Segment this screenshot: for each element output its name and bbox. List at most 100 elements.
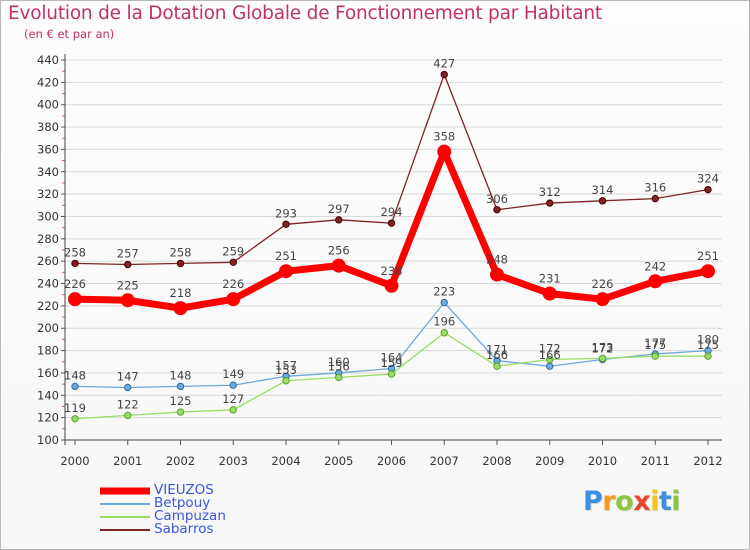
- data-label: 172: [539, 342, 561, 356]
- data-point: [176, 408, 185, 416]
- data-label: 223: [433, 285, 455, 299]
- data-label: 147: [117, 369, 139, 383]
- data-label: 297: [328, 202, 350, 216]
- data-label: 166: [486, 348, 508, 362]
- series-line: [74, 73, 709, 266]
- data-point: [595, 292, 610, 307]
- y-tick-label: 360: [37, 142, 59, 156]
- data-point: [124, 260, 132, 269]
- data-label: 148: [64, 368, 86, 382]
- y-tick-label: 440: [37, 53, 59, 67]
- data-point: [71, 415, 79, 423]
- data-label: 306: [486, 192, 508, 206]
- data-point: [542, 286, 557, 301]
- data-point: [493, 206, 501, 214]
- data-label: 175: [644, 338, 666, 352]
- data-point: [598, 354, 607, 363]
- data-label: 177: [644, 336, 666, 350]
- data-label: 171: [486, 343, 508, 357]
- data-label: 251: [275, 249, 297, 263]
- y-tick-label: 160: [37, 366, 59, 380]
- data-label: 251: [697, 249, 719, 263]
- data-label: 238: [381, 264, 403, 278]
- x-tick-label: 2005: [324, 454, 353, 468]
- data-point: [493, 362, 501, 370]
- data-label: 258: [170, 245, 192, 259]
- data-point: [282, 377, 290, 385]
- data-label: 164: [381, 350, 403, 364]
- data-point: [440, 329, 448, 337]
- data-point: [335, 216, 343, 224]
- data-label: 125: [170, 394, 192, 408]
- y-tick-label: 140: [37, 388, 59, 402]
- data-point: [546, 362, 554, 370]
- data-label: 119: [64, 401, 86, 415]
- data-point: [279, 264, 293, 279]
- y-tick-label: 180: [37, 344, 59, 358]
- data-point: [546, 199, 554, 207]
- data-label: 316: [644, 181, 666, 195]
- data-point: [648, 274, 663, 289]
- data-label: 196: [433, 315, 455, 329]
- series-lines: [68, 70, 715, 423]
- x-tick-label: 2007: [430, 454, 459, 468]
- data-label: 156: [328, 359, 350, 373]
- chart-subtitle: (en € et par an): [24, 27, 115, 41]
- data-label: 172: [592, 342, 614, 356]
- data-point: [704, 185, 712, 194]
- logo-letter: x: [633, 486, 651, 517]
- data-label: 231: [539, 272, 561, 286]
- y-tick-label: 240: [37, 277, 59, 291]
- data-point: [387, 219, 396, 227]
- data-point: [651, 194, 659, 203]
- y-tick-label: 300: [37, 209, 59, 223]
- data-point: [651, 352, 659, 360]
- data-point: [176, 259, 185, 268]
- data-point: [120, 293, 135, 308]
- data-point: [226, 292, 241, 307]
- data-point: [704, 352, 712, 360]
- data-label: 225: [117, 278, 139, 292]
- data-point: [229, 381, 237, 389]
- x-tick-label: 2009: [535, 454, 564, 468]
- data-label: 166: [539, 348, 561, 362]
- data-label: 258: [64, 245, 86, 259]
- legend-label: VIEUZOS: [154, 482, 214, 498]
- legend-label: Sabarros: [154, 521, 214, 537]
- series-sabarros: [71, 70, 712, 269]
- x-tick-label: 2002: [166, 454, 195, 468]
- legend-label: Betpouy: [154, 495, 211, 511]
- legend-swatch: [100, 528, 150, 531]
- data-label: 127: [222, 392, 244, 406]
- data-point: [176, 382, 185, 391]
- data-point: [701, 264, 715, 279]
- data-label: 122: [117, 397, 139, 411]
- series-campuzan: [71, 329, 712, 423]
- data-label: 314: [592, 183, 614, 197]
- x-tick-label: 2012: [693, 454, 722, 468]
- x-tick-label: 2001: [113, 454, 142, 468]
- data-point: [387, 370, 396, 378]
- proxiti-logo: Proxiti: [583, 486, 681, 517]
- data-point: [229, 406, 237, 414]
- x-tick-label: 2006: [377, 454, 406, 468]
- data-label: 312: [539, 185, 561, 199]
- y-tick-label: 200: [37, 321, 59, 335]
- data-label: 226: [222, 277, 244, 291]
- data-point: [440, 70, 448, 79]
- data-label: 226: [592, 277, 614, 291]
- data-label: 294: [381, 205, 403, 219]
- data-label: 256: [328, 244, 350, 258]
- logo-letter: i: [650, 486, 659, 517]
- data-label: 226: [64, 277, 86, 291]
- data-label: 218: [170, 286, 192, 300]
- data-label: 358: [433, 130, 455, 144]
- y-tick-label: 220: [37, 299, 59, 313]
- data-label: 148: [170, 368, 192, 382]
- data-point: [71, 259, 79, 268]
- data-label: 160: [328, 355, 350, 369]
- chart-title: Evolution de la Dotation Globale de Fonc…: [8, 3, 602, 24]
- data-point: [598, 197, 607, 205]
